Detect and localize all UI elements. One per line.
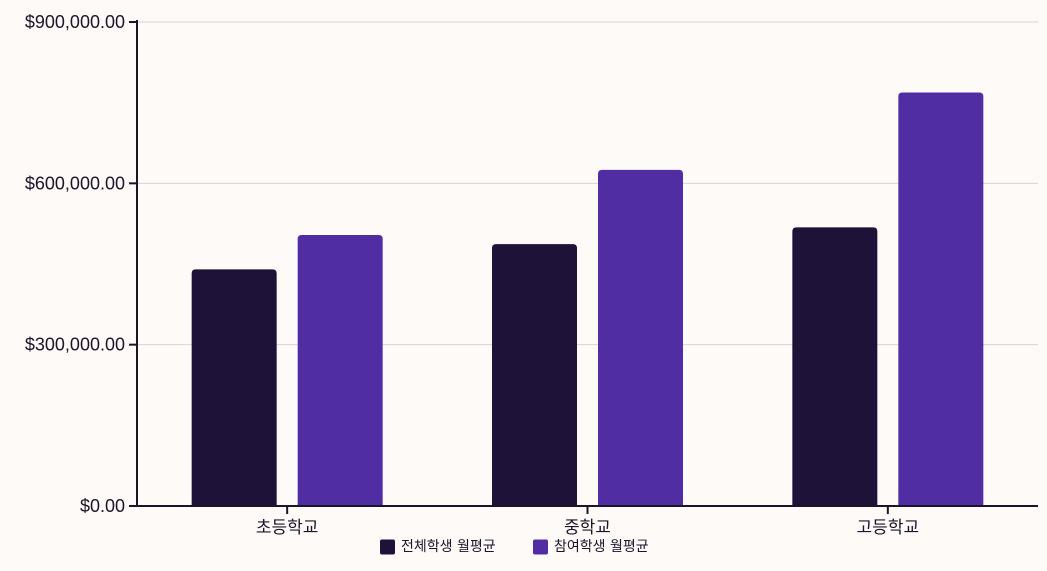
bar-all-students-2[interactable]	[792, 227, 878, 507]
legend-swatch[interactable]	[380, 539, 395, 555]
legend-label[interactable]: 참여학생 월평균	[554, 539, 649, 555]
bars	[191, 92, 984, 507]
axes: $0.00 $300,000.00 $600,000.00 $900,000.00 초등…	[25, 12, 1038, 538]
y-tick-label: $600,000.00	[25, 173, 125, 193]
x-category-label: 고등학교	[857, 518, 920, 538]
bar-participants-0[interactable]	[297, 234, 383, 506]
bar-participants-1[interactable]	[598, 169, 683, 506]
legend: 전체학생 월평균 참여학생 월평균	[380, 539, 649, 555]
gridlines	[137, 21, 1038, 346]
bar-all-students-1[interactable]	[492, 244, 577, 506]
bar-participants-2[interactable]	[898, 92, 984, 507]
x-category-label: 중학교	[564, 518, 611, 538]
y-tick-label: $300,000.00	[25, 335, 125, 355]
legend-swatch[interactable]	[533, 539, 548, 555]
y-tick-label: $900,000.00	[25, 12, 125, 32]
bar-all-students-0[interactable]	[191, 269, 277, 506]
x-category-label: 초등학교	[256, 518, 319, 538]
y-tick-label: $0.00	[80, 496, 125, 516]
legend-label[interactable]: 전체학생 월평균	[401, 539, 496, 555]
